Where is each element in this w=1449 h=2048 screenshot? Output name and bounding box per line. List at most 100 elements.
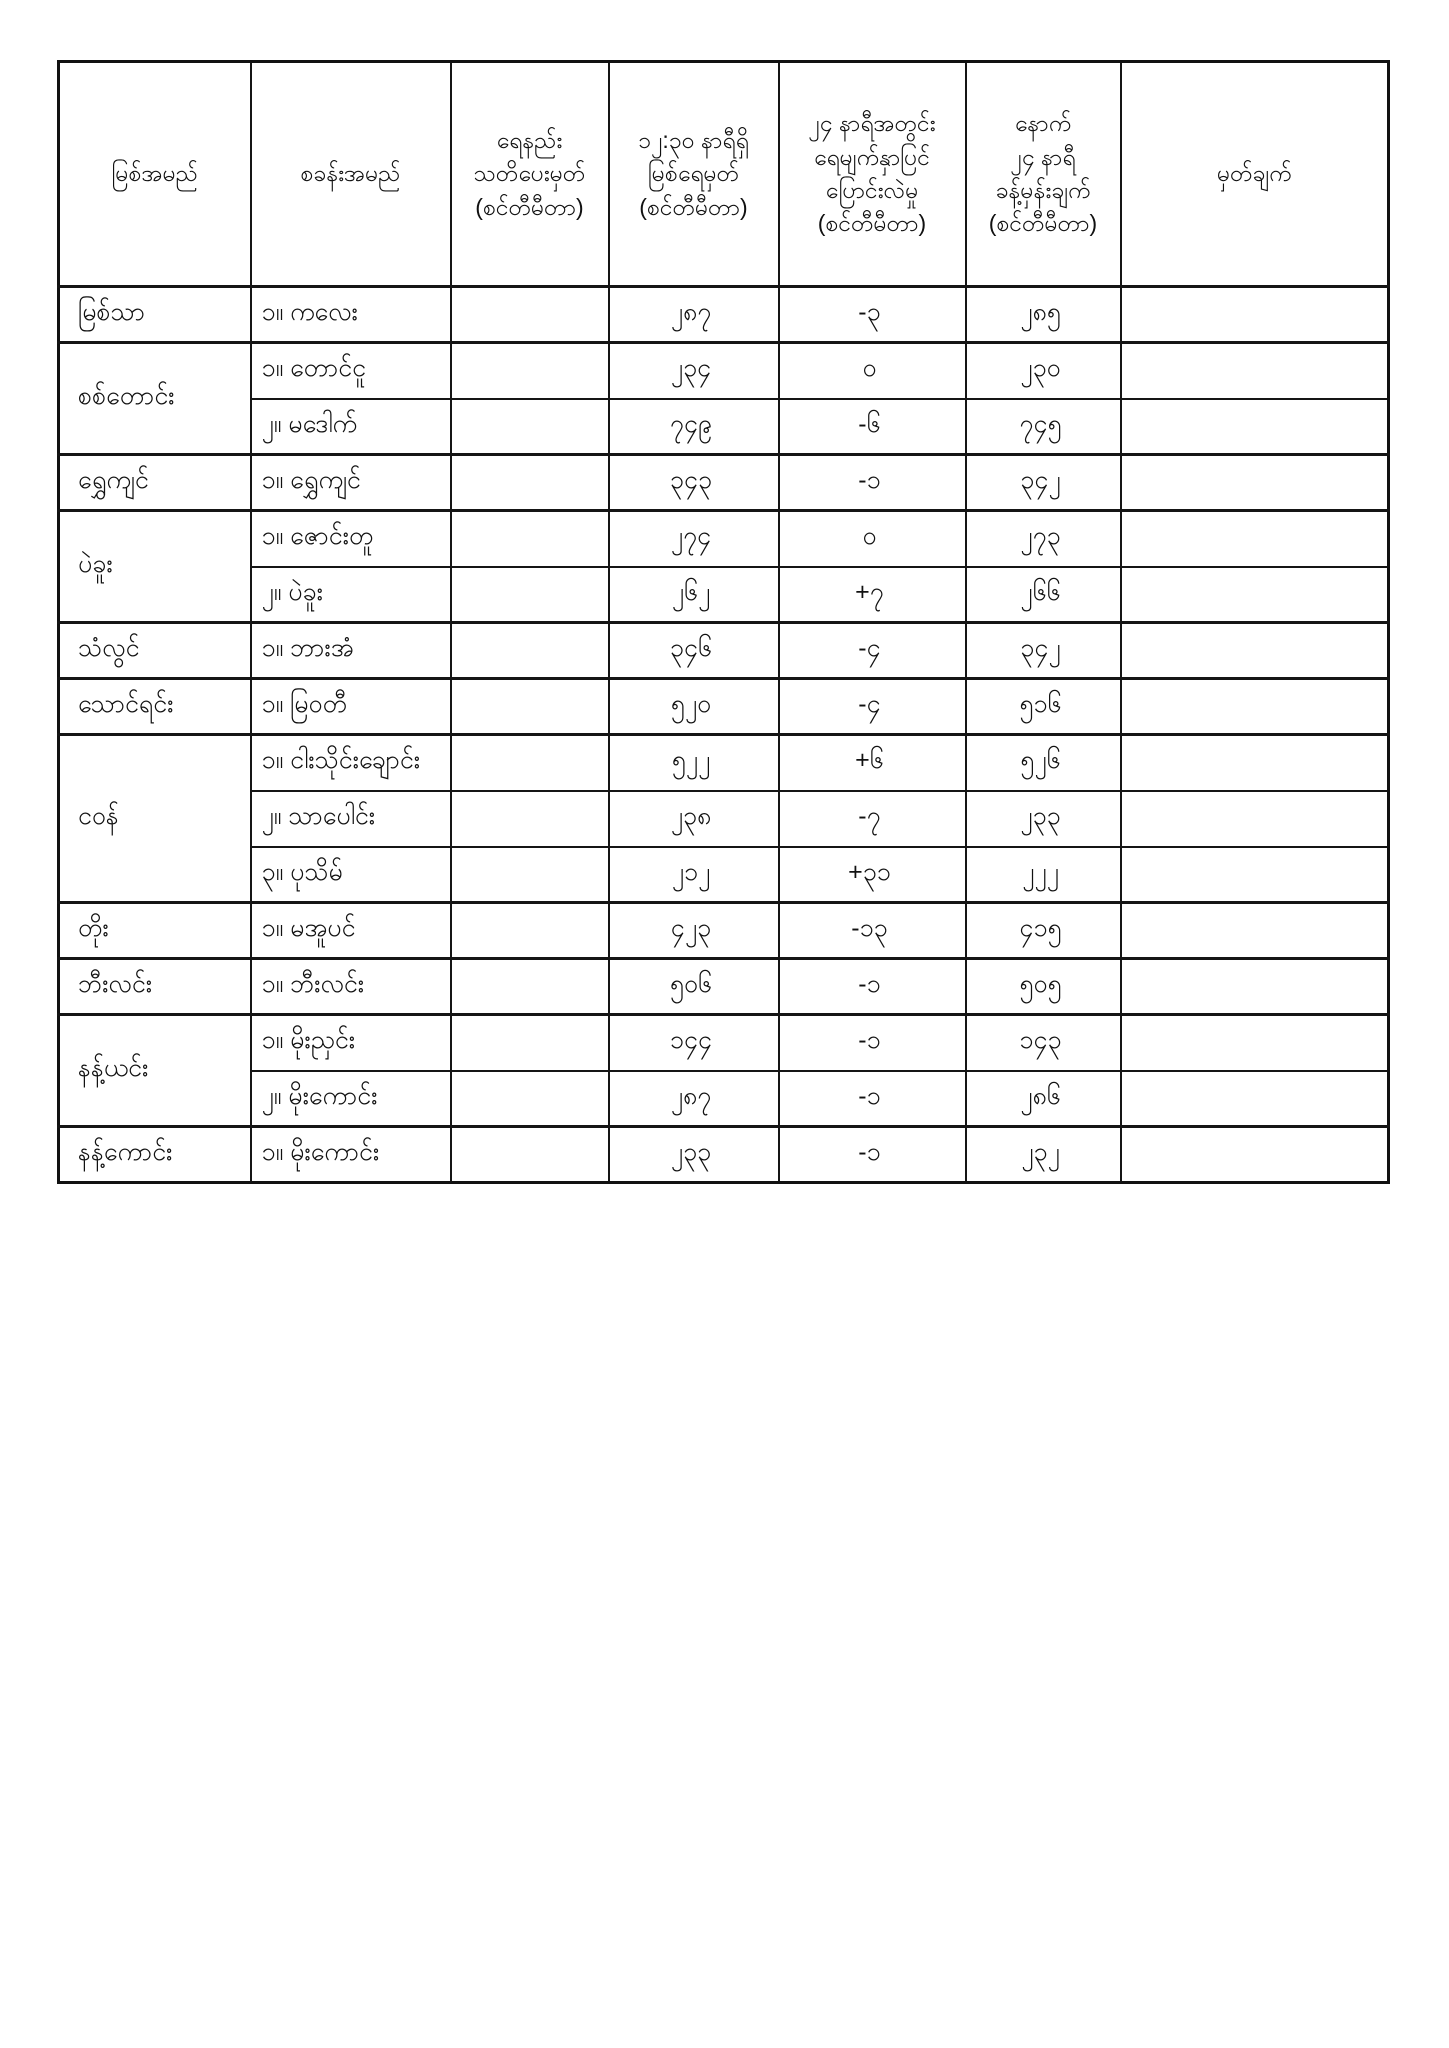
warning-level-cell [449,957,610,1016]
table-row: ၂။ မိုးကောင်း ၂၈၇ -၁ ၂၈၆ [59,1069,1390,1128]
station-name-cell: ၂။ ပဲခူး [249,565,452,624]
table-row: သံလွင် ၁။ ဘားအံ ၃၄၆ -၄ ၃၄၂ [57,621,1390,680]
forecast-cell: ၅၁၆ [964,677,1122,736]
warning-level-cell [449,677,610,736]
table-row: ၂။ မဒေါက် ၇၄၉ -၆ ၇၄၅ [59,397,1390,456]
forecast-cell: ၂၃၂ [964,1125,1122,1184]
water-level-cell: ၃၄၃ [607,453,780,512]
table-row: ပဲခူး ၁။ ဇောင်းတူ ၂၇၄၀၂၇၃ [57,509,1390,624]
header-river-name: မြစ်အမည် [57,60,252,288]
change-cell: -၁ [777,453,967,512]
water-level-cell: ၂၈၇ [607,285,780,344]
warning-level-cell [449,845,610,904]
table-header: မြစ်အမည် စခန်းအမည် ရေနည်း သတိပေးမှတ် (စင… [57,60,1390,288]
station-name-cell: ၁။ မြဝတီ [249,677,452,736]
table-row: သောင်ရင်း ၁။ မြဝတီ ၅၂၀ -၄ ၅၁၆ [57,677,1390,736]
table-row: ၂။ ပဲခူး ၂၆၂ +၇ ၂၆၆ [59,565,1390,624]
water-level-cell: ၂၃၈ [607,789,780,848]
station-name-cell: ၁။ မိုးညှင်း [249,1013,452,1072]
water-level-cell: ၂၁၂ [607,845,780,904]
remark-cell [1119,621,1390,680]
change-cell: +၇ [777,565,967,624]
remark-cell [1119,733,1390,792]
change-cell: -၆ [777,397,967,456]
remark-cell [1119,509,1390,568]
header-remark: မှတ်ချက် [1119,60,1390,288]
station-name-cell: ၁။ ဘားအံ [249,621,452,680]
remark-cell [1119,285,1390,344]
remark-cell [1119,901,1390,960]
warning-level-cell [449,397,610,456]
remark-cell [1119,565,1390,624]
station-name-cell: ၁။ ဘီးလင်း [249,957,452,1016]
station-name-cell: ၁။ ကလေး [249,285,452,344]
river-name-cell: ပဲခူး [57,509,252,624]
change-cell: -၃ [777,285,967,344]
water-level-cell: ၂၃၃ [607,1125,780,1184]
header-24hr-change: ၂၄ နာရီအတွင်း ရေမျက်နှာပြင် ပြောင်းလဲမှု… [777,60,967,288]
forecast-cell: ၂၃၀ [964,341,1122,400]
river-name-cell: သောင်ရင်း [57,677,252,736]
header-next-24hr-forecast: နောက် ၂၄ နာရီ ခန့်မှန်းချက် (စင်တီမီတာ) [964,60,1122,288]
water-level-cell: ၇၄၉ [607,397,780,456]
forecast-cell: ၅၀၅ [964,957,1122,1016]
header-station-name: စခန်းအမည် [249,60,452,288]
warning-level-cell [449,509,610,568]
station-name-cell: ၁။ ငါးသိုင်းချောင်း [249,733,452,792]
warning-level-cell [449,901,610,960]
river-name-cell: စစ်တောင်း [57,341,252,456]
table-row: ဘီးလင်း ၁။ ဘီးလင်း ၅၀၆ -၁ ၅၀၅ [57,957,1390,1016]
forecast-cell: ၄၁၅ [964,901,1122,960]
remark-cell [1119,453,1390,512]
header-row: မြစ်အမည် စခန်းအမည် ရေနည်း သတိပေးမှတ် (စင… [57,60,1390,288]
warning-level-cell [449,285,610,344]
change-cell: -၄ [777,677,967,736]
remark-cell [1119,789,1390,848]
station-name-cell: ၁။ မအူပင် [249,901,452,960]
remark-cell [1119,1013,1390,1072]
remark-cell [1119,341,1390,400]
warning-level-cell [449,1013,610,1072]
water-level-cell: ၅၂၂ [607,733,780,792]
forecast-cell: ၅၂၆ [964,733,1122,792]
station-name-cell: ၁။ တောင်ငူ [249,341,452,400]
table-row: ငဝန် ၁။ ငါးသိုင်းချောင်း ၅၂၂ +၆ ၅၂၆ [57,733,1390,904]
forecast-cell: ၂၇၃ [964,509,1122,568]
forecast-cell: ၃၄၂ [964,621,1122,680]
water-level-cell: ၂၆၂ [607,565,780,624]
river-name-cell: ရွှေကျင် [57,453,252,512]
table-row: နန့်ကောင်း ၁။ မိုးကောင်း ၂၃၃ -၁ ၂၃၂ [57,1125,1390,1184]
forecast-cell: ၂၂၂ [964,845,1122,904]
header-warning-level: ရေနည်း သတိပေးမှတ် (စင်တီမီတာ) [449,60,610,288]
change-cell: -၁ [777,957,967,1016]
forecast-cell: ၂၃၃ [964,789,1122,848]
table-row: ၂။ သာပေါင်း ၂၃၈ -၇ ၂၃၃ [59,789,1390,848]
table-body: မြစ်သာ ၁။ ကလေး ၂၈၇ -၃ ၂၈၅ စစ်တောင်း ၁။ တောင်ငူ… [57,285,1390,1184]
river-name-cell: နန့်ကောင်း [57,1125,252,1184]
station-name-cell: ၃။ ပုသိမ် [249,845,452,904]
water-level-cell: ၁၄၄ [607,1013,780,1072]
change-cell: -၇ [777,789,967,848]
water-level-cell: ၂၃၄ [607,341,780,400]
change-cell: -၁၃ [777,901,967,960]
table-row: စစ်တောင်း ၁။ တောင်ငူ ၂၃၄၀၂၃၀ [57,341,1390,456]
change-cell: +၆ [777,733,967,792]
station-name-cell: ၁။ ရွှေကျင် [249,453,452,512]
remark-cell [1119,845,1390,904]
change-cell: -၁ [777,1013,967,1072]
forecast-cell: ၂၆၆ [964,565,1122,624]
station-name-cell: ၁။ ဇောင်းတူ [249,509,452,568]
station-name-cell: ၁။ မိုးကောင်း [249,1125,452,1184]
river-name-cell: မြစ်သာ [57,285,252,344]
warning-level-cell [449,1069,610,1128]
warning-level-cell [449,341,610,400]
change-cell: ၀ [777,341,967,400]
warning-level-cell [449,453,610,512]
change-cell: +၃၁ [777,845,967,904]
river-name-cell: တိုး [57,901,252,960]
river-name-cell: နန့်ယင်း [57,1013,252,1128]
forecast-cell: ၂၈၅ [964,285,1122,344]
table-row: ၃။ ပုသိမ် ၂၁၂ +၃၁ ၂၂၂ [59,845,1390,904]
remark-cell [1119,1125,1390,1184]
